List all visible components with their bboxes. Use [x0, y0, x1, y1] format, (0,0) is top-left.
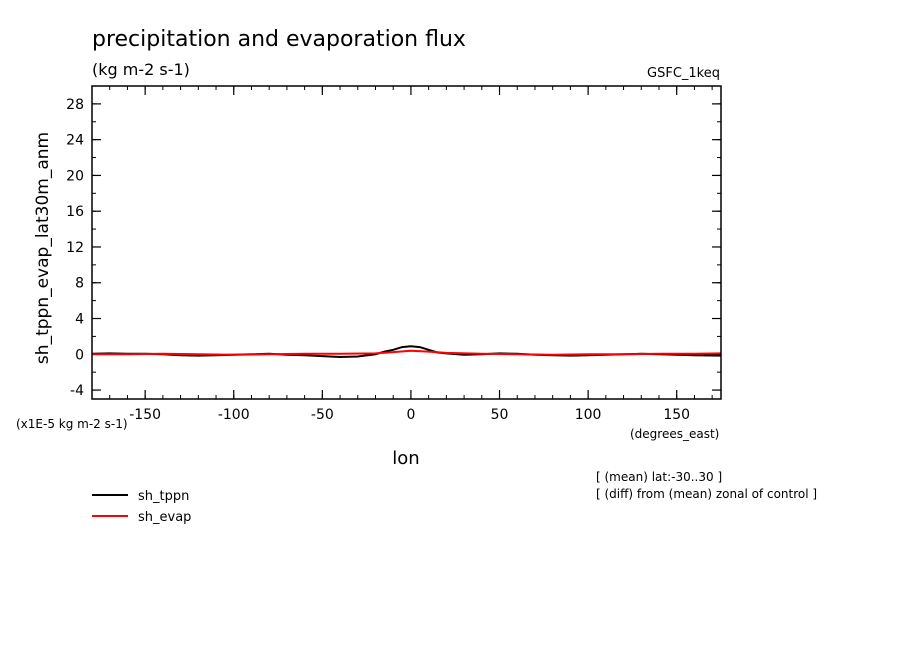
series-line-sh-evap [92, 349, 722, 356]
note-diff-control: [ (diff) from (mean) zonal of control ] [596, 487, 817, 501]
model-label: GSFC_1keq [647, 66, 720, 81]
y-scale-label: (x1E-5 kg m-2 s-1) [16, 417, 128, 431]
y-tick-label: 0 [75, 347, 84, 363]
legend-label-sh-tppn: sh_tppn [138, 489, 189, 504]
x-tick-label: 150 [663, 407, 690, 423]
y-tick-label: 16 [66, 204, 84, 220]
x-tick-label: -100 [218, 407, 250, 423]
legend: sh_tppn sh_evap [92, 489, 191, 525]
x-tick-label: 50 [491, 407, 509, 423]
x-tick-label: 0 [406, 407, 415, 423]
y-tick-label: 12 [66, 240, 84, 256]
x-tick-label: -50 [311, 407, 334, 423]
x-tick-label: 100 [575, 407, 602, 423]
legend-label-sh-evap: sh_evap [138, 510, 191, 525]
plot-frame [91, 85, 722, 400]
x-axis-label: lon [392, 448, 419, 469]
y-axis-label: sh_tppn_evap_lat30m_anm [33, 132, 53, 364]
chart-subtitle: (kg m-2 s-1) [92, 60, 190, 79]
x-tick-label: -150 [129, 407, 161, 423]
y-tick-label: 4 [75, 312, 84, 328]
y-tick-label: -4 [70, 383, 84, 399]
x-units-label: (degrees_east) [630, 427, 719, 441]
chart-title: precipitation and evaporation flux [92, 27, 466, 52]
y-tick-label: 20 [66, 168, 84, 184]
y-tick-label: 8 [75, 276, 84, 292]
note-lat-mean: [ (mean) lat:-30..30 ] [596, 470, 722, 484]
y-tick-label: 28 [66, 97, 84, 113]
y-tick-label: 24 [66, 133, 84, 149]
y-axis-label-group: sh_tppn_evap_lat30m_anm [33, 132, 53, 364]
